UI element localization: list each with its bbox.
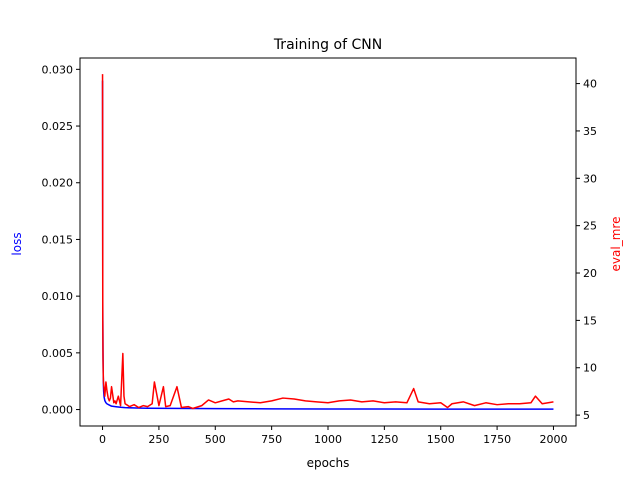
y-left-tick-label: 0.030 xyxy=(42,63,74,76)
y-left-tick-label: 0.010 xyxy=(42,290,74,303)
x-tick-label: 0 xyxy=(99,433,106,446)
y-left-tick-label: 0.005 xyxy=(42,347,74,360)
y-right-tick-label: 5 xyxy=(583,409,590,422)
y-left-tick-label: 0.020 xyxy=(42,177,74,190)
y-axis-left: 0.000 0.005 0.010 0.015 0.020 0.025 0.030 xyxy=(42,63,80,417)
x-tick-label: 250 xyxy=(148,433,169,446)
y-right-tick-label: 25 xyxy=(583,220,597,233)
y-right-tick-label: 40 xyxy=(583,78,597,91)
series-line-eval_mre xyxy=(101,74,554,410)
x-tick-label: 1750 xyxy=(483,433,511,446)
y-left-tick-label: 0.025 xyxy=(42,120,74,133)
y-right-tick-label: 15 xyxy=(583,314,597,327)
y-left-tick-label: 0.015 xyxy=(42,233,74,246)
y-axis-label-right: eval_mre xyxy=(609,217,623,272)
y-left-tick-label: 0.000 xyxy=(42,404,74,417)
x-tick-label: 500 xyxy=(205,433,226,446)
x-tick-label: 750 xyxy=(261,433,282,446)
plot-series xyxy=(101,74,554,410)
x-tick-label: 2000 xyxy=(539,433,567,446)
y-right-tick-label: 35 xyxy=(583,125,597,138)
y-axis-right: 5 10 15 20 25 30 35 40 xyxy=(576,78,597,422)
y-axis-label-left: loss xyxy=(10,232,24,255)
x-axis: 0 250 500 750 1000 1250 1500 1750 2000 xyxy=(99,426,567,446)
y-right-tick-label: 20 xyxy=(583,267,597,280)
x-tick-label: 1000 xyxy=(314,433,342,446)
y-right-tick-label: 30 xyxy=(583,172,597,185)
x-tick-label: 1500 xyxy=(427,433,455,446)
y-right-tick-label: 10 xyxy=(583,362,597,375)
x-tick-label: 1250 xyxy=(370,433,398,446)
chart-title: Training of CNN xyxy=(273,37,382,53)
x-axis-label: epochs xyxy=(307,456,350,470)
